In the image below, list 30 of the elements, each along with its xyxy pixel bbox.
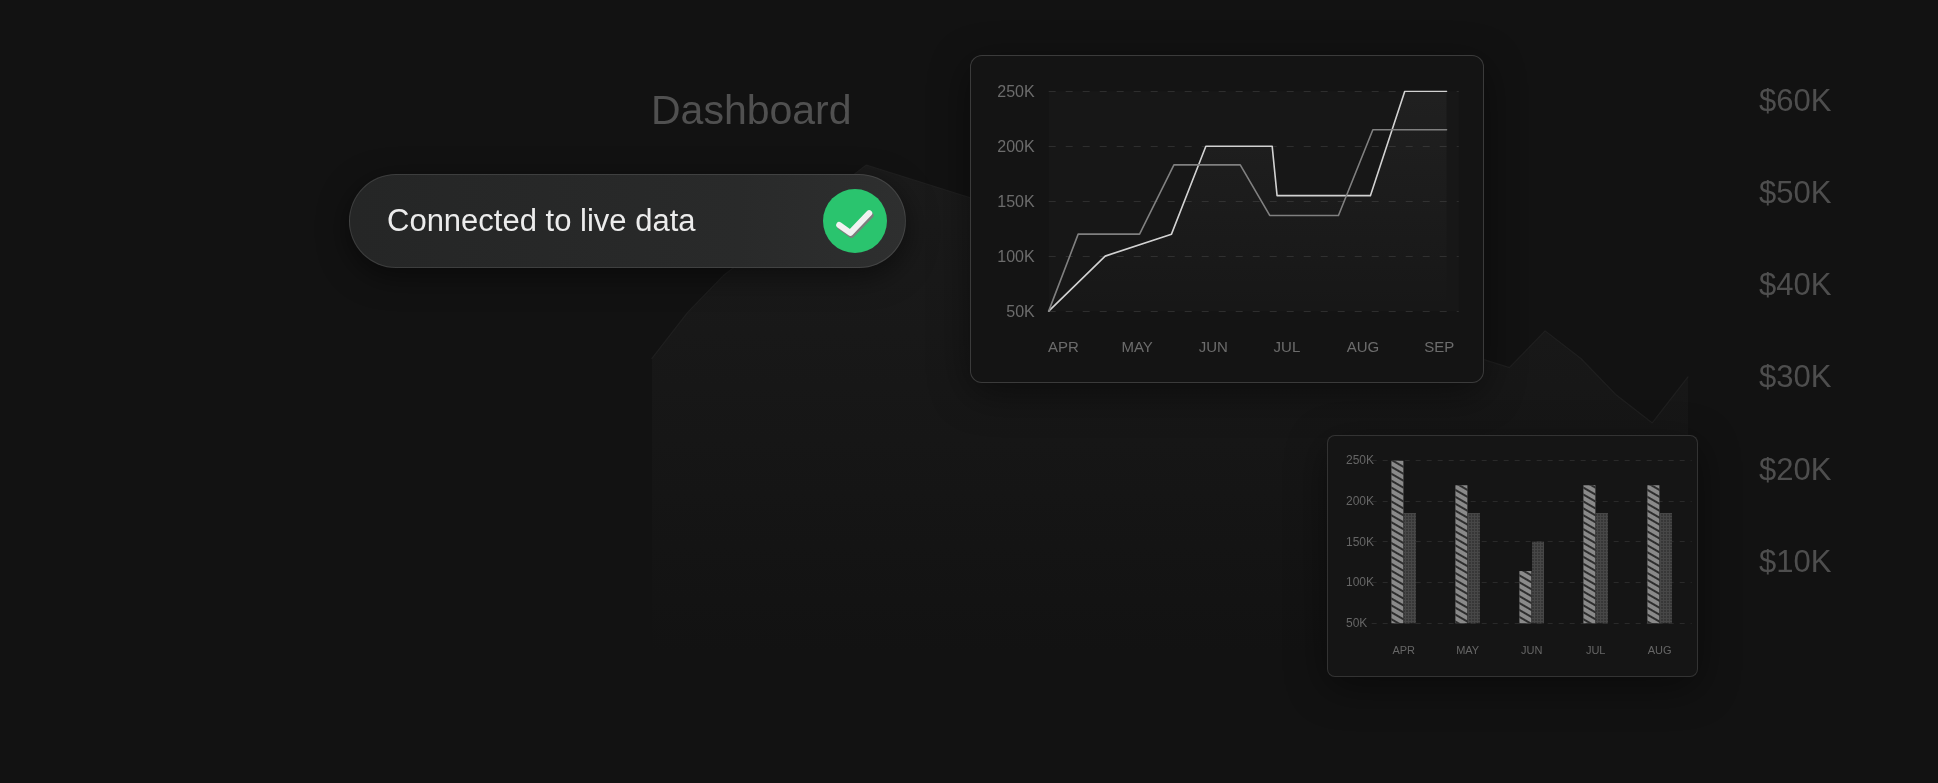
x-tick-label: JUL [1273, 338, 1301, 356]
y-tick-label: $60K [1759, 83, 1832, 119]
y-tick-label: 100K [997, 247, 1036, 265]
y-tick-label: 50K [1006, 302, 1036, 320]
x-tick-label: APR [1392, 643, 1416, 656]
x-tick-label: JUN [1198, 338, 1228, 356]
y-tick-label: 200K [1346, 493, 1375, 508]
text: Connected to live data [387, 203, 696, 239]
x-tick-label: SEP [1424, 338, 1455, 356]
y-tick-label: 100K [1346, 575, 1375, 590]
y-tick-label: 150K [997, 192, 1036, 210]
chart-title: Dashboard [651, 86, 852, 133]
y-tick-label: $10K [1759, 543, 1832, 579]
x-tick-label: MAY [1121, 338, 1153, 356]
y-tick-label: 200K [997, 137, 1036, 155]
y-tick-label: $40K [1759, 267, 1832, 303]
y-tick-label: 50K [1346, 616, 1368, 631]
x-tick-label: AUG [1647, 643, 1672, 656]
y-tick-label: $20K [1759, 451, 1832, 487]
y-tick-label: $30K [1759, 359, 1832, 395]
y-tick-label: $50K [1759, 175, 1832, 211]
y-tick-label: 250K [997, 82, 1036, 100]
x-tick-label: APR [1048, 338, 1080, 356]
x-tick-label: JUL [1585, 643, 1606, 656]
y-tick-label: 150K [1346, 534, 1375, 549]
x-tick-label: AUG [1346, 338, 1380, 356]
y-tick-label: 250K [1346, 453, 1375, 467]
x-tick-label: JUN [1521, 643, 1543, 656]
line-series [1047, 128, 1448, 312]
x-tick-label: MAY [1456, 643, 1480, 656]
